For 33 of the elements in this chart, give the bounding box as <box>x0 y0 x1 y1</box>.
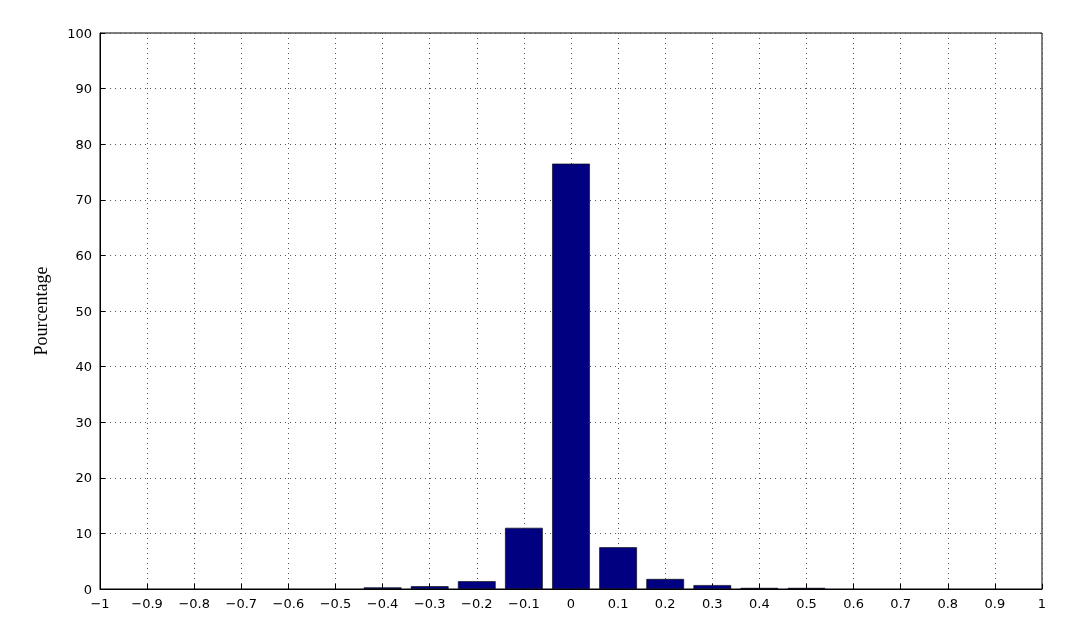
x-tick-label: −0.9 <box>131 596 163 611</box>
x-tick-label: −0.6 <box>272 596 305 611</box>
x-tick-label: −0.4 <box>366 596 399 611</box>
y-tick-label: 50 <box>75 303 92 319</box>
y-axis-title: Pourcentage <box>31 266 51 356</box>
x-tick-label: 0.3 <box>701 596 723 611</box>
y-tick-label: 60 <box>75 247 92 263</box>
x-tick-label: 0.6 <box>843 596 864 611</box>
x-tick-label: 0.7 <box>890 596 912 611</box>
x-tick-label: −0.8 <box>178 596 210 611</box>
y-tick-label: 0 <box>83 581 92 597</box>
y-tick-label: 90 <box>75 81 92 97</box>
x-tick-label: 0.5 <box>796 596 817 611</box>
y-tick-label: 70 <box>75 192 92 208</box>
x-tick-label: −0.2 <box>461 596 493 611</box>
x-tick-label: −0.3 <box>413 596 446 611</box>
y-tick-label: 10 <box>75 525 92 541</box>
y-tick-label: 40 <box>75 359 92 375</box>
y-tick-label: 30 <box>75 414 92 430</box>
y-tick-label: 100 <box>67 25 92 41</box>
x-tick-label: 0.4 <box>749 596 770 611</box>
x-tick-label: 0.1 <box>607 596 629 611</box>
x-tick-label: 0 <box>566 596 576 611</box>
x-tick-label: −1 <box>90 596 110 611</box>
x-tick-label: 0.2 <box>654 596 676 611</box>
x-tick-label: 1 <box>1037 596 1047 611</box>
x-tick-label: 0.8 <box>937 596 959 611</box>
x-tick-label: −0.7 <box>225 596 258 611</box>
x-tick-label: 0.9 <box>984 596 1006 611</box>
y-tick-label: 80 <box>75 136 92 152</box>
x-tick-label: −0.1 <box>508 596 540 611</box>
y-tick-label: 20 <box>75 470 92 486</box>
x-tick-label: −0.5 <box>319 596 352 611</box>
